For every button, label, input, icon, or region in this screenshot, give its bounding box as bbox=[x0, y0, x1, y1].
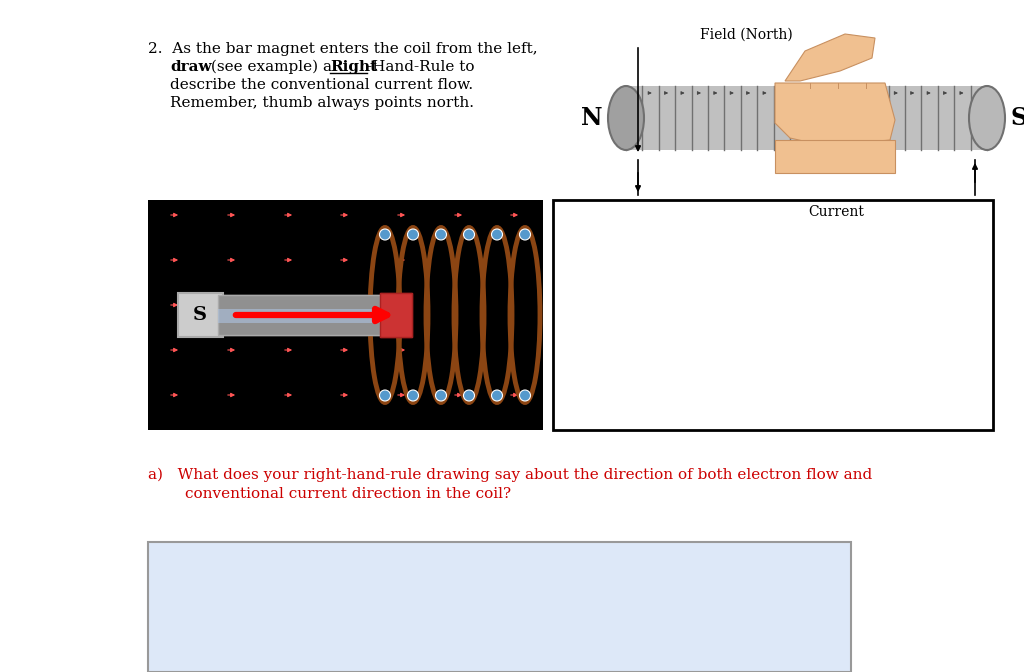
Bar bbox=[218, 295, 385, 335]
Bar bbox=[380, 293, 412, 337]
Text: (see example) a: (see example) a bbox=[206, 60, 337, 75]
Circle shape bbox=[380, 390, 390, 401]
Text: S: S bbox=[193, 306, 207, 324]
Text: Right: Right bbox=[330, 60, 377, 74]
Polygon shape bbox=[785, 34, 874, 81]
Text: describe the conventional current flow.: describe the conventional current flow. bbox=[170, 78, 473, 92]
Bar bbox=[553, 200, 993, 430]
Ellipse shape bbox=[608, 86, 644, 150]
Text: -Hand-Rule to: -Hand-Rule to bbox=[367, 60, 474, 74]
Circle shape bbox=[408, 390, 419, 401]
Circle shape bbox=[492, 390, 503, 401]
Bar bbox=[626, 86, 987, 150]
Circle shape bbox=[464, 390, 474, 401]
Bar bbox=[148, 542, 851, 672]
Text: draw: draw bbox=[170, 60, 212, 74]
Bar bbox=[218, 295, 385, 335]
Ellipse shape bbox=[969, 86, 1005, 150]
Text: N: N bbox=[582, 106, 603, 130]
Text: S: S bbox=[1010, 106, 1024, 130]
Circle shape bbox=[464, 229, 474, 240]
Circle shape bbox=[435, 390, 446, 401]
Text: a)   What does your right-hand-rule drawing say about the direction of both elec: a) What does your right-hand-rule drawin… bbox=[148, 468, 872, 482]
Text: Remember, thumb always points north.: Remember, thumb always points north. bbox=[170, 96, 474, 110]
Text: 2.  As the bar magnet enters the coil from the left,: 2. As the bar magnet enters the coil fro… bbox=[148, 42, 538, 56]
Bar bbox=[380, 293, 412, 337]
Bar bbox=[775, 140, 895, 173]
Circle shape bbox=[380, 229, 390, 240]
Circle shape bbox=[435, 229, 446, 240]
Text: Current: Current bbox=[809, 205, 864, 219]
Circle shape bbox=[492, 229, 503, 240]
Circle shape bbox=[519, 229, 530, 240]
Polygon shape bbox=[775, 83, 895, 146]
Bar bbox=[218, 309, 385, 323]
Text: conventional current direction in the coil?: conventional current direction in the co… bbox=[185, 487, 511, 501]
Bar bbox=[218, 309, 385, 323]
Bar bbox=[178, 293, 223, 337]
Bar bbox=[148, 200, 543, 430]
Circle shape bbox=[408, 229, 419, 240]
Text: Field (North): Field (North) bbox=[700, 28, 793, 42]
Circle shape bbox=[519, 390, 530, 401]
